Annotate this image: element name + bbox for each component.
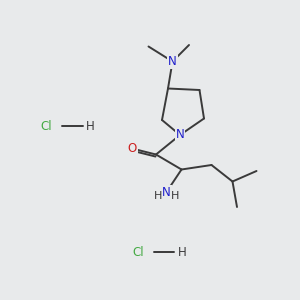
Text: N: N xyxy=(168,55,177,68)
Text: H: H xyxy=(178,245,187,259)
Text: H: H xyxy=(154,190,163,201)
Text: Cl: Cl xyxy=(41,119,52,133)
Text: N: N xyxy=(176,128,184,142)
Text: N: N xyxy=(162,185,171,199)
Text: H: H xyxy=(86,119,95,133)
Text: Cl: Cl xyxy=(132,245,144,259)
Text: O: O xyxy=(128,142,136,155)
Text: H: H xyxy=(170,190,179,201)
